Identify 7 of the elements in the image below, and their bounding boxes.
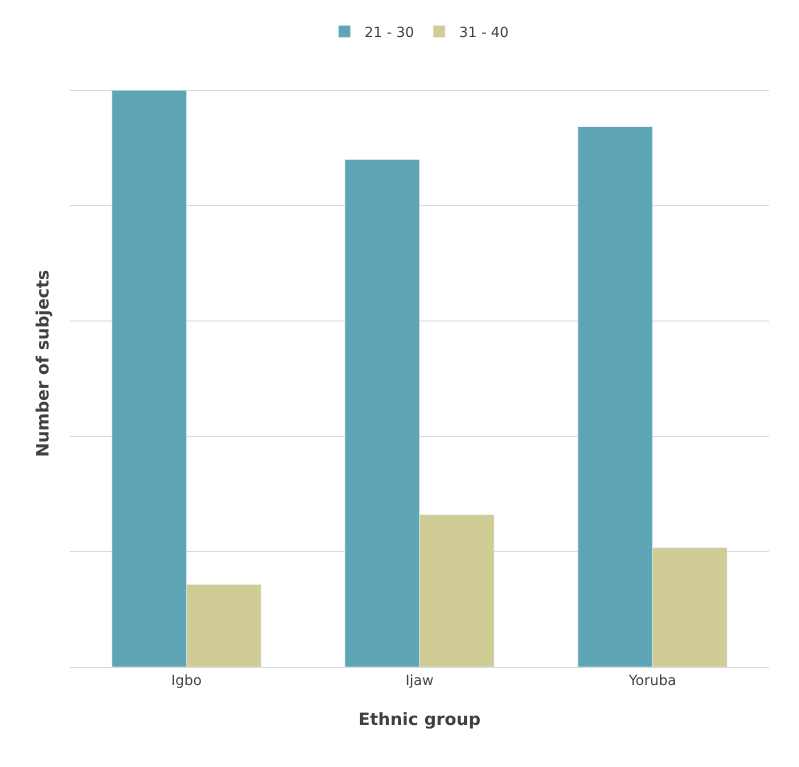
x-tick-label: Igbo [171, 672, 202, 689]
legend-label: 31 - 40 [459, 24, 509, 41]
legend-label: 21 - 30 [364, 24, 414, 41]
y-axis-title: Number of subjects [34, 270, 54, 458]
x-axis-title: Ethnic group [358, 710, 481, 730]
x-tick-label: Ijaw [405, 672, 434, 689]
x-tick-label: Yoruba [628, 672, 676, 689]
